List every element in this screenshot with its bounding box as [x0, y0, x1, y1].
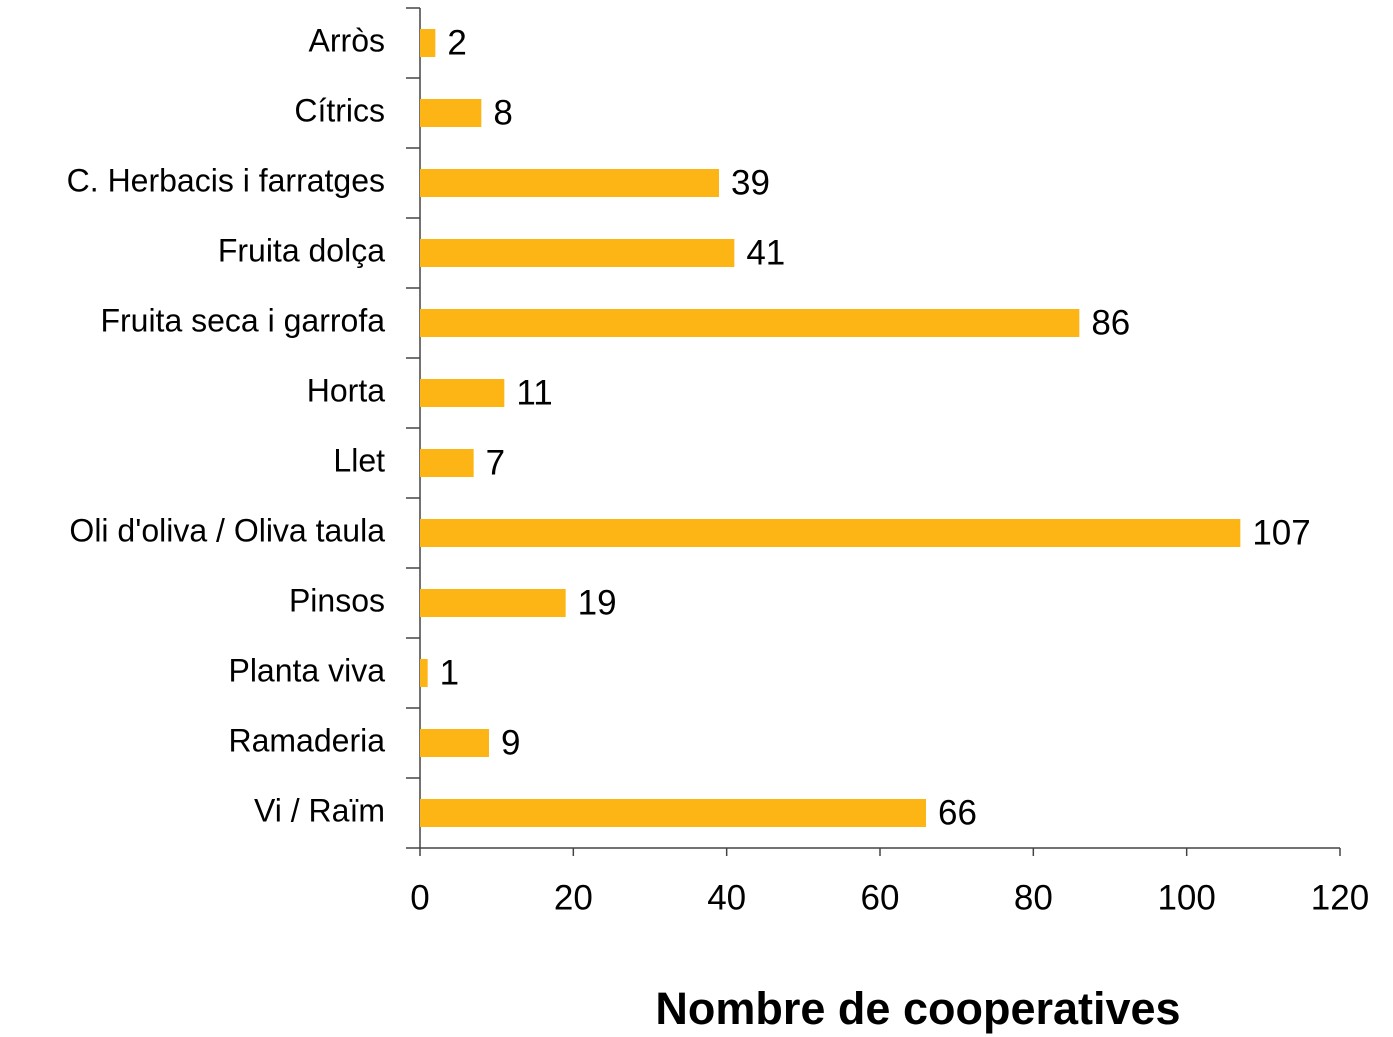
bar: [420, 589, 566, 617]
value-label: 66: [938, 793, 977, 832]
x-tick-label: 100: [1157, 878, 1215, 917]
bar: [420, 239, 735, 267]
bar: [420, 379, 505, 407]
value-label: 7: [486, 443, 505, 482]
value-label: 8: [493, 93, 512, 132]
bar: [420, 99, 482, 127]
value-label: 11: [516, 373, 552, 412]
y-tick-label: Ramaderia: [228, 722, 385, 758]
x-tick-label: 120: [1311, 878, 1369, 917]
x-tick-label: 60: [861, 878, 900, 917]
value-label: 2: [447, 23, 466, 62]
bar: [420, 799, 926, 827]
x-tick-label: 20: [554, 878, 593, 917]
x-tick-label: 0: [410, 878, 429, 917]
bar: [420, 449, 474, 477]
y-tick-label: Cítrics: [294, 92, 385, 128]
value-label: 9: [501, 723, 520, 762]
value-label: 1: [440, 653, 459, 692]
y-tick-label: Oli d'oliva / Oliva taula: [69, 512, 385, 548]
bar: [420, 729, 489, 757]
bar: [420, 519, 1241, 547]
x-tick-label: 40: [707, 878, 746, 917]
y-tick-label: Planta viva: [228, 652, 385, 688]
value-label: 107: [1252, 513, 1310, 552]
x-axis-label: Nombre de cooperatives: [655, 983, 1180, 1034]
y-tick-label: Fruita seca i garrofa: [100, 302, 385, 338]
y-tick-label: Llet: [333, 442, 385, 478]
y-tick-label: Horta: [307, 372, 385, 408]
y-tick-label: Pinsos: [289, 582, 385, 618]
value-label: 41: [746, 233, 785, 272]
bar: [420, 659, 428, 687]
y-tick-label: C. Herbacis i farratges: [67, 162, 385, 198]
value-label: 19: [578, 583, 617, 622]
y-tick-label: Vi / Raïm: [254, 792, 385, 828]
bar: [420, 309, 1080, 337]
y-tick-label: Arròs: [309, 22, 385, 58]
value-label: 39: [731, 163, 770, 202]
value-label: 86: [1091, 303, 1130, 342]
y-tick-label: Fruita dolça: [218, 232, 385, 268]
bar: [420, 29, 436, 57]
bar: [420, 169, 719, 197]
x-tick-label: 80: [1014, 878, 1053, 917]
